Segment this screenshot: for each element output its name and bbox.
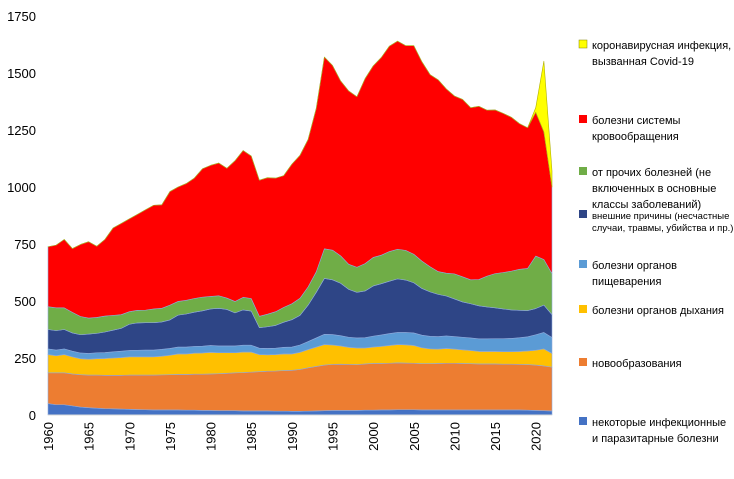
legend-swatch (578, 39, 588, 49)
y-tick-label: 1000 (7, 180, 36, 195)
x-tick-label: 2020 (529, 422, 544, 451)
area-series-8 (47, 40, 553, 249)
legend-swatch (579, 115, 587, 123)
x-tick-label: 2005 (407, 422, 422, 451)
x-tick-label: 2010 (447, 422, 462, 451)
legend-label: некоторые инфекционные и паразитарные бол… (592, 417, 726, 445)
x-tick-label: 2015 (488, 422, 503, 451)
y-tick-label: 1250 (7, 123, 36, 138)
y-tick-label: 500 (14, 294, 36, 309)
x-tick-label: 1970 (122, 422, 137, 451)
legend: коронавирусная инфекция, вызванная Covid-… (578, 39, 733, 445)
legend-swatch (579, 417, 587, 425)
legend-label: от прочих болезней (не включенных в основ… (592, 167, 716, 211)
legend-swatch (579, 167, 587, 175)
legend-label: новообразования (592, 358, 682, 370)
y-tick-label: 1500 (7, 66, 36, 81)
y-tick-label: 250 (14, 351, 36, 366)
legend-swatch (579, 305, 587, 313)
y-tick-label: 0 (29, 408, 36, 423)
legend-swatch (579, 210, 587, 218)
x-tick-label: 1995 (326, 422, 341, 451)
chart-areas (47, 40, 553, 416)
x-tick-label: 1985 (244, 422, 259, 451)
legend-swatch (579, 358, 587, 366)
x-tick-label: 2000 (366, 422, 381, 451)
legend-label: внешние причины (несчастные случаи, травм… (592, 211, 733, 234)
x-tick-labels: 1960 1965 1970 1975 1980 1985 1990 1995 2000 2005… (41, 422, 544, 451)
legend-swatch (579, 260, 587, 268)
x-tick-label: 1990 (285, 422, 300, 451)
x-tick-label: 1965 (82, 422, 97, 451)
x-tick-label: 1975 (163, 422, 178, 451)
legend-label: болезни органов дыхания (592, 305, 724, 317)
y-tick-label: 1750 (7, 9, 36, 24)
legend-label: болезни системы кровообращения (592, 115, 681, 143)
area-series-7 (47, 40, 553, 319)
x-tick-label: 1960 (41, 422, 56, 451)
y-tick-labels: 0 250 500 750 1000 1250 1500 1750 (7, 9, 36, 423)
legend-label: коронавирусная инфекция, вызванная Covid-… (592, 40, 731, 68)
x-tick-label: 1980 (204, 422, 219, 451)
legend-label: болезни органов пищеварения (592, 260, 677, 288)
y-tick-label: 750 (14, 237, 36, 252)
